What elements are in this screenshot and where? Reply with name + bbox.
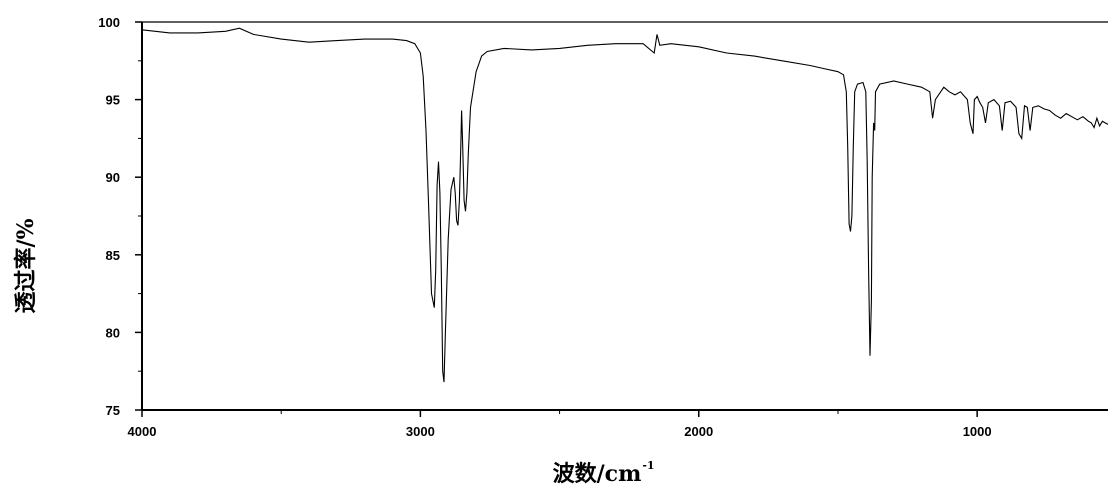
spectrum-line [141, 27, 1109, 383]
x-tick-label: 1000 [963, 424, 992, 439]
x-tick-label: 2000 [684, 424, 713, 439]
y-tick-label: 75 [106, 403, 120, 418]
x-axis: 4000 3000 2000 1000 [128, 410, 992, 439]
x-tick-label: 3000 [406, 424, 435, 439]
y-axis-title: 透过率/% [13, 218, 39, 313]
x-axis-title: 波数/cm [553, 461, 642, 487]
y-tick-label: 80 [106, 325, 120, 340]
x-tick-label: 4000 [128, 424, 157, 439]
x-axis-title-superscript: -1 [642, 459, 654, 472]
plot-frame [141, 21, 1108, 411]
y-tick-label: 85 [106, 248, 120, 263]
y-tick-label: 90 [106, 170, 120, 185]
y-axis: 100 95 90 85 80 75 [98, 15, 142, 418]
y-tick-label: 95 [106, 93, 120, 108]
y-tick-label: 100 [98, 15, 120, 30]
x-axis-title-text: 波数/cm [553, 461, 642, 487]
